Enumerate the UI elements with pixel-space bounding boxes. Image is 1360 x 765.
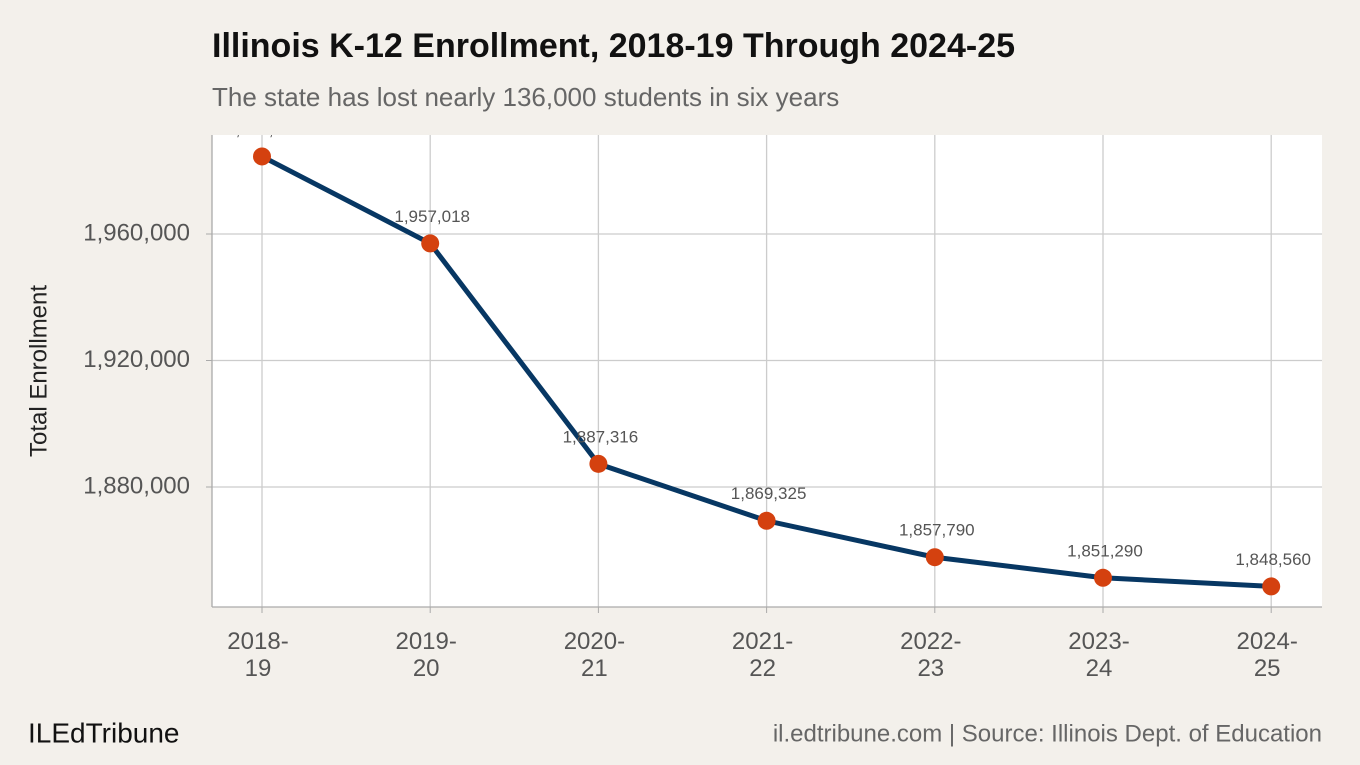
y-axis-label: Total Enrollment <box>25 285 52 457</box>
footer-source: il.edtribune.com | Source: Illinois Dept… <box>773 720 1322 747</box>
data-point <box>925 548 944 567</box>
y-tick-label: 1,880,000 <box>83 472 190 499</box>
y-tick-label: 1,960,000 <box>83 219 190 246</box>
x-tick-label: 2022-23 <box>900 628 962 682</box>
data-point <box>1094 568 1112 587</box>
data-label: 1,957,018 <box>394 207 470 226</box>
data-label: 1,848,560 <box>1235 550 1311 569</box>
x-tick-label: 2020-21 <box>563 628 626 682</box>
x-tick-label: 2018-19 <box>227 628 289 682</box>
data-point <box>757 511 776 530</box>
data-label: 1,984,519 <box>226 120 302 139</box>
data-label: 1,851,290 <box>1067 541 1143 560</box>
x-tick-label: 2021-22 <box>731 628 794 682</box>
data-point <box>421 234 440 253</box>
y-tick-label: 1,920,000 <box>83 346 190 373</box>
plot-layer: 1,984,519 1,957,018 1,887,316 1,869,325 1,85… <box>226 120 1311 596</box>
x-tick-label: 2019-20 <box>395 628 457 682</box>
footer-brand: ILEdTribune <box>28 717 180 748</box>
data-label: 1,857,790 <box>899 521 975 540</box>
data-label: 1,869,325 <box>731 484 807 503</box>
x-tick-label: 2024-25 <box>1236 628 1298 682</box>
data-label: 1,887,316 <box>563 427 639 446</box>
chart-subtitle: The state has lost nearly 136,000 studen… <box>212 82 839 112</box>
chart-title: Illinois K-12 Enrollment, 2018-19 Throug… <box>212 27 1015 65</box>
data-point <box>253 147 271 166</box>
data-point <box>589 454 608 473</box>
x-tick-label: 2023-24 <box>1068 628 1130 682</box>
data-point <box>1262 577 1281 596</box>
